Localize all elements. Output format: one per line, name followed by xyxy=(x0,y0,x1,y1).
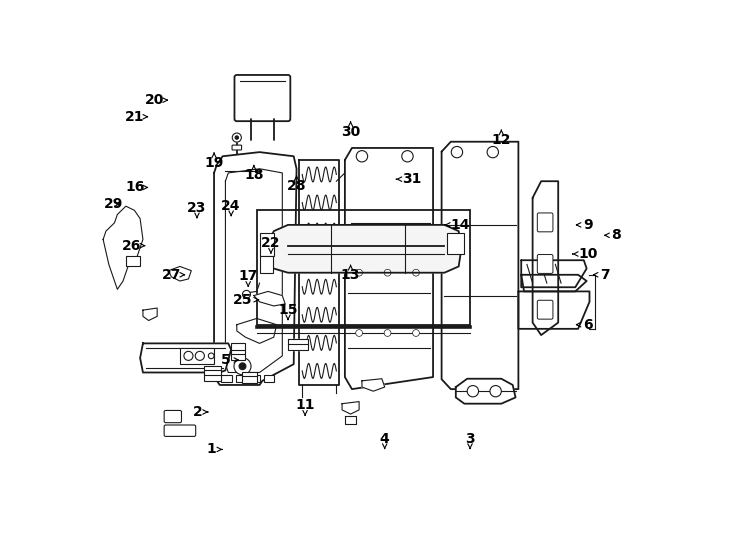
Polygon shape xyxy=(169,266,192,281)
Text: 8: 8 xyxy=(605,228,621,242)
Circle shape xyxy=(184,352,193,360)
Text: 27: 27 xyxy=(162,268,184,282)
Bar xyxy=(222,375,232,382)
Text: 28: 28 xyxy=(287,176,306,193)
Bar xyxy=(204,366,222,381)
Circle shape xyxy=(413,329,419,336)
Polygon shape xyxy=(456,379,515,404)
Circle shape xyxy=(234,358,251,375)
FancyBboxPatch shape xyxy=(232,145,241,150)
Circle shape xyxy=(490,386,501,397)
Circle shape xyxy=(239,363,246,370)
Polygon shape xyxy=(143,308,157,321)
Text: 13: 13 xyxy=(341,265,360,282)
Polygon shape xyxy=(237,319,277,343)
FancyBboxPatch shape xyxy=(164,425,196,436)
Circle shape xyxy=(468,386,479,397)
Circle shape xyxy=(401,151,413,162)
Polygon shape xyxy=(342,402,359,414)
Text: 12: 12 xyxy=(492,130,511,147)
Text: 24: 24 xyxy=(222,199,241,216)
Polygon shape xyxy=(533,181,558,335)
Text: 25: 25 xyxy=(233,293,258,307)
Text: 6: 6 xyxy=(576,318,593,332)
Text: 3: 3 xyxy=(465,431,475,449)
Circle shape xyxy=(451,146,462,158)
FancyBboxPatch shape xyxy=(537,254,553,273)
Text: 22: 22 xyxy=(261,236,280,253)
Polygon shape xyxy=(345,148,433,389)
Polygon shape xyxy=(362,379,385,391)
Bar xyxy=(447,233,465,254)
Circle shape xyxy=(235,136,239,139)
FancyBboxPatch shape xyxy=(537,213,553,232)
Polygon shape xyxy=(265,225,462,273)
Text: 14: 14 xyxy=(445,218,470,232)
Text: 15: 15 xyxy=(278,303,298,320)
Bar xyxy=(264,375,275,382)
Bar xyxy=(257,211,470,325)
Bar xyxy=(180,348,214,364)
Circle shape xyxy=(232,133,241,142)
Polygon shape xyxy=(345,416,356,424)
Circle shape xyxy=(356,269,363,276)
Text: 7: 7 xyxy=(594,268,610,282)
Circle shape xyxy=(384,329,391,336)
Polygon shape xyxy=(442,141,518,389)
Text: 11: 11 xyxy=(295,399,315,415)
Text: 2: 2 xyxy=(192,405,208,419)
Bar xyxy=(236,375,246,382)
FancyBboxPatch shape xyxy=(537,300,553,319)
Text: 9: 9 xyxy=(576,218,593,232)
Polygon shape xyxy=(521,260,586,287)
Polygon shape xyxy=(214,152,297,385)
Text: 10: 10 xyxy=(573,247,597,261)
Polygon shape xyxy=(521,275,586,292)
Bar xyxy=(242,373,257,383)
Text: 21: 21 xyxy=(125,110,148,124)
Text: 20: 20 xyxy=(145,93,167,107)
Circle shape xyxy=(384,269,391,276)
Circle shape xyxy=(195,352,204,360)
Circle shape xyxy=(356,151,368,162)
Bar xyxy=(126,256,140,266)
Text: 5: 5 xyxy=(221,353,239,367)
FancyBboxPatch shape xyxy=(164,410,181,423)
Circle shape xyxy=(356,329,363,336)
Polygon shape xyxy=(288,339,308,349)
Text: 29: 29 xyxy=(104,197,123,211)
Text: 31: 31 xyxy=(396,172,421,186)
Text: 17: 17 xyxy=(239,269,258,286)
Bar xyxy=(260,233,275,256)
Bar xyxy=(260,256,272,273)
Text: 4: 4 xyxy=(379,431,390,449)
FancyBboxPatch shape xyxy=(234,75,291,121)
Circle shape xyxy=(242,291,250,298)
Text: 1: 1 xyxy=(206,442,222,456)
Polygon shape xyxy=(225,168,283,373)
Circle shape xyxy=(413,269,419,276)
Polygon shape xyxy=(518,292,589,329)
Circle shape xyxy=(208,353,214,359)
Text: 16: 16 xyxy=(125,180,148,194)
Text: 30: 30 xyxy=(341,122,360,139)
Polygon shape xyxy=(254,292,285,306)
Text: 26: 26 xyxy=(122,239,145,253)
Bar xyxy=(250,375,260,382)
Polygon shape xyxy=(140,343,231,373)
Circle shape xyxy=(487,146,498,158)
Bar xyxy=(231,343,245,360)
Text: 23: 23 xyxy=(187,201,207,218)
Text: 19: 19 xyxy=(204,153,224,170)
Text: 18: 18 xyxy=(244,165,264,183)
